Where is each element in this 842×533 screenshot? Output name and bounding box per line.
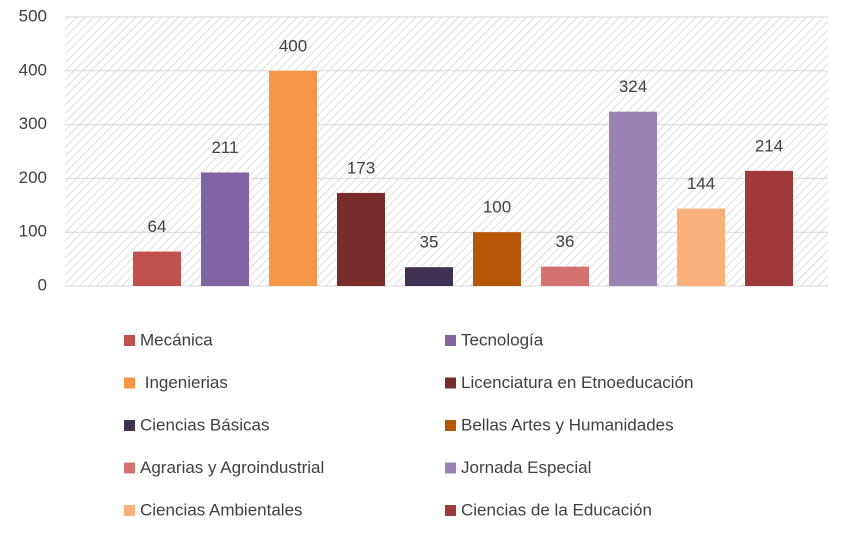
legend-label: Ciencias Ambientales bbox=[140, 500, 303, 519]
data-label: 64 bbox=[148, 217, 167, 236]
bar bbox=[201, 172, 249, 286]
y-tick-label: 500 bbox=[19, 6, 47, 25]
legend-swatch bbox=[124, 377, 135, 389]
legend-label: Tecnología bbox=[461, 330, 544, 349]
data-label: 173 bbox=[347, 158, 375, 177]
bar bbox=[337, 192, 385, 286]
legend-label: Licenciatura en Etnoeducación bbox=[461, 373, 694, 392]
legend-label: Bellas Artes y Humanidades bbox=[461, 415, 674, 434]
legend-swatch bbox=[124, 335, 135, 346]
bar bbox=[405, 267, 453, 286]
bar bbox=[745, 170, 793, 286]
data-label: 36 bbox=[556, 232, 575, 251]
data-label: 100 bbox=[483, 198, 511, 217]
legend-label: Agrarias y Agroindustrial bbox=[140, 458, 324, 477]
legend-label: Jornada Especial bbox=[461, 458, 591, 477]
data-label: 400 bbox=[279, 36, 307, 55]
legend-label: Ciencias de la Educación bbox=[461, 500, 652, 519]
data-label: 324 bbox=[619, 77, 647, 96]
bar bbox=[133, 251, 181, 286]
y-tick-label: 300 bbox=[19, 114, 47, 133]
legend-swatch bbox=[445, 505, 456, 516]
y-tick-label: 400 bbox=[19, 60, 47, 79]
bar bbox=[473, 232, 521, 286]
data-label: 144 bbox=[687, 174, 715, 193]
legend-swatch bbox=[445, 335, 456, 346]
bar bbox=[609, 111, 657, 286]
legend-swatch bbox=[445, 462, 456, 474]
legend-label: Ingenierias bbox=[140, 373, 228, 392]
bar bbox=[677, 208, 725, 286]
y-tick-label: 200 bbox=[19, 168, 47, 187]
legend-swatch bbox=[124, 462, 135, 474]
bar bbox=[541, 266, 589, 286]
data-label: 35 bbox=[420, 233, 439, 252]
legend-label: Mecánica bbox=[140, 330, 213, 349]
legend-swatch bbox=[445, 377, 456, 389]
legend-swatch bbox=[445, 420, 456, 431]
bar bbox=[269, 70, 317, 286]
y-tick-label: 100 bbox=[19, 222, 47, 241]
y-tick-label: 0 bbox=[38, 275, 47, 294]
legend-swatch bbox=[124, 420, 135, 431]
data-label: 211 bbox=[211, 138, 238, 157]
legend-label: Ciencias Básicas bbox=[140, 415, 269, 434]
data-label: 214 bbox=[755, 136, 783, 155]
legend-swatch bbox=[124, 505, 135, 516]
